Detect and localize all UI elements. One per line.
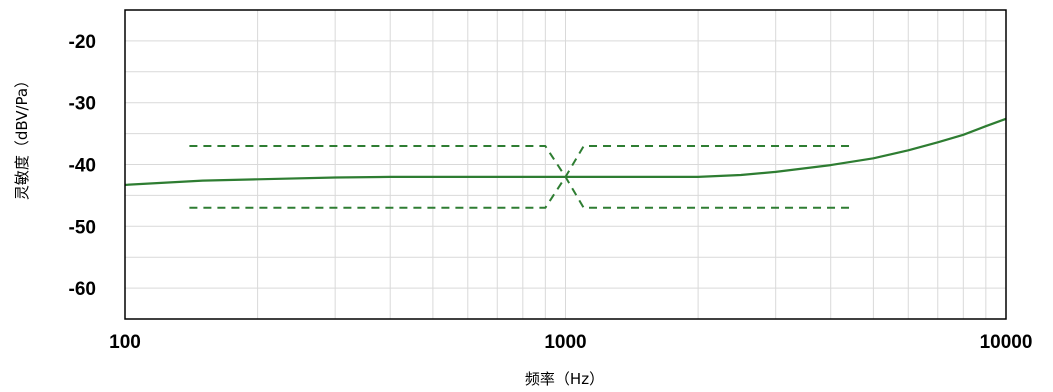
sensitivity-curve (124, 117, 1007, 186)
y-axis-label: 灵敏度（dBV/Pa） (13, 73, 31, 200)
grid-lines (125, 10, 1006, 319)
tolerance-limit-line-1 (189, 145, 852, 178)
x-tick-label: 1000 (544, 332, 586, 353)
tick-labels: -20 -30 -40 -50 -60 100 1000 10000 (69, 32, 1033, 353)
y-tick-label: -60 (69, 279, 96, 300)
x-tick-label: 10000 (980, 332, 1033, 353)
plot-frame (124, 9, 1007, 320)
y-tick-label: -50 (69, 217, 96, 238)
y-tick-label: -40 (69, 156, 96, 177)
y-tick-label: -20 (69, 32, 96, 53)
series-layer (124, 117, 1007, 209)
y-tick-label: -30 (69, 94, 96, 115)
x-tick-label: 100 (109, 332, 141, 353)
tolerance-limit-line-2 (189, 175, 852, 209)
x-axis-label: 频率（Hz） (525, 370, 604, 388)
